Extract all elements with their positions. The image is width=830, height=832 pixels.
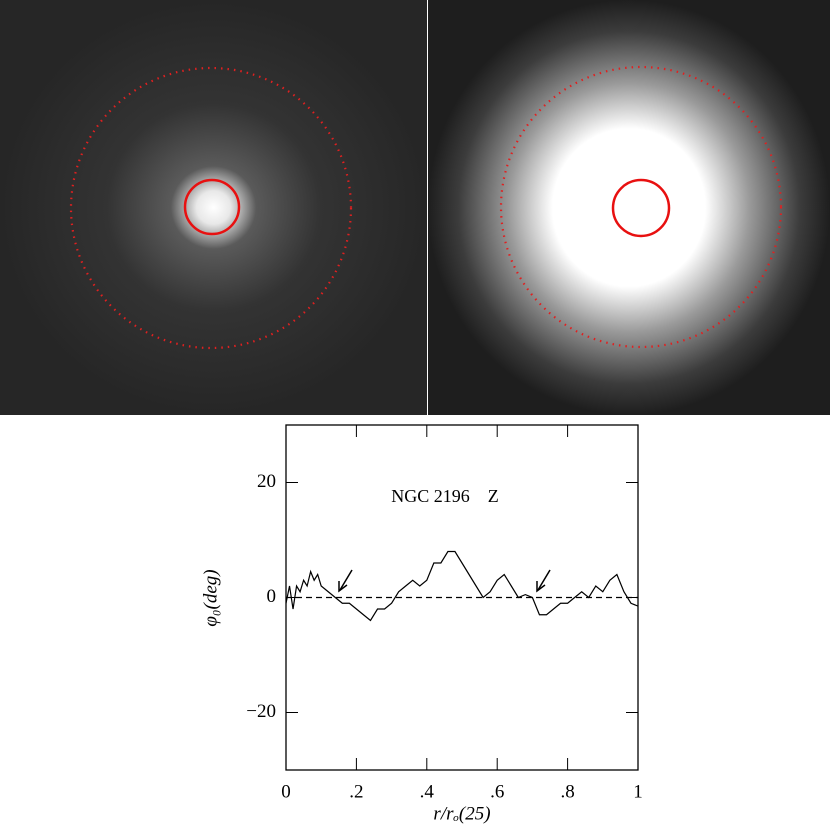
- y-tick-label: 20: [257, 471, 276, 492]
- x-tick-label: 1: [633, 781, 643, 802]
- x-tick-label: .8: [560, 781, 574, 802]
- arrow-shaft: [339, 569, 353, 591]
- arrow: [338, 569, 551, 593]
- x-tick-label: 0: [281, 781, 291, 802]
- x-axis-label: r/rₒ(25): [433, 803, 490, 824]
- outer-ring: [499, 65, 783, 349]
- y-tick-label: −20: [246, 701, 276, 722]
- inner-ring: [183, 178, 241, 236]
- x-tick-label: .4: [420, 781, 435, 802]
- inner-ring: [611, 178, 671, 238]
- galaxy-image-right: [428, 0, 830, 415]
- outer-ring: [69, 66, 353, 350]
- arrow-shaft: [537, 569, 551, 591]
- annotation: NGC 2196 Z: [391, 486, 499, 506]
- galaxy-image-left: [0, 0, 427, 415]
- y-axis-label: φ₀(deg): [200, 569, 221, 626]
- x-tick-label: .6: [490, 781, 504, 802]
- x-tick-label: .2: [349, 781, 363, 802]
- y-tick-label: 0: [267, 586, 277, 607]
- arrow-head: [338, 581, 348, 593]
- arrow-head: [536, 581, 546, 593]
- data-line: [285, 550, 639, 622]
